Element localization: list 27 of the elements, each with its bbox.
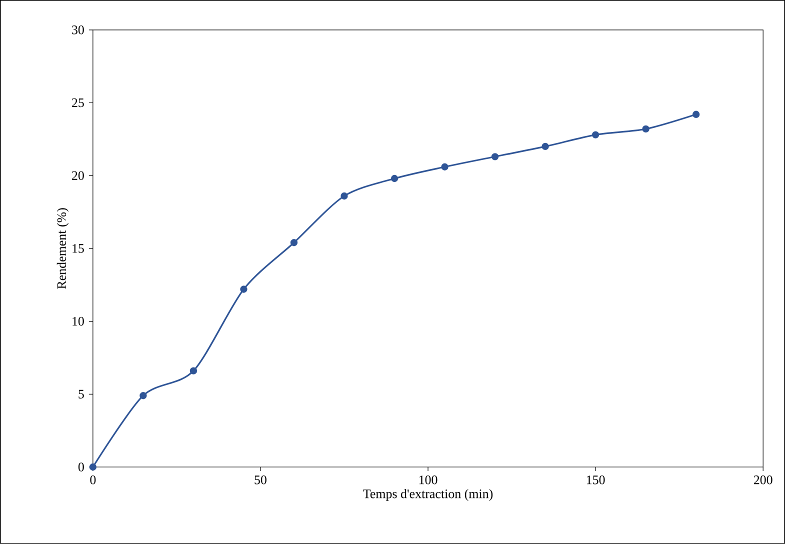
y-tick-label: 15: [72, 244, 84, 253]
x-tick-label: 200: [754, 476, 772, 484]
x-axis-title: Temps d'extraction (min): [363, 489, 493, 501]
point: [140, 392, 147, 400]
x-tick-label: 150: [586, 476, 605, 484]
point: [89, 463, 97, 471]
y-axis-title: Rendement (%): [56, 208, 69, 289]
point: [390, 174, 398, 182]
point: [290, 239, 298, 246]
x-tick-label: 50: [254, 476, 266, 484]
y-tick-label: 30: [72, 26, 84, 34]
y-tick-label: 5: [78, 390, 84, 398]
point: [592, 131, 600, 138]
y-tick-label: 20: [72, 171, 84, 180]
point: [642, 125, 650, 133]
point: [692, 110, 700, 118]
point: [190, 367, 198, 374]
y-tick-label: 0: [78, 462, 84, 472]
point: [441, 163, 448, 170]
y-tick-label: 25: [72, 98, 84, 108]
point: [240, 286, 248, 293]
point: [491, 153, 499, 160]
point: [340, 192, 348, 200]
y-tick-label: 10: [72, 316, 84, 326]
x-tick-label: 0: [90, 476, 96, 484]
point: [542, 142, 549, 150]
x-tick-label: 100: [419, 476, 438, 484]
